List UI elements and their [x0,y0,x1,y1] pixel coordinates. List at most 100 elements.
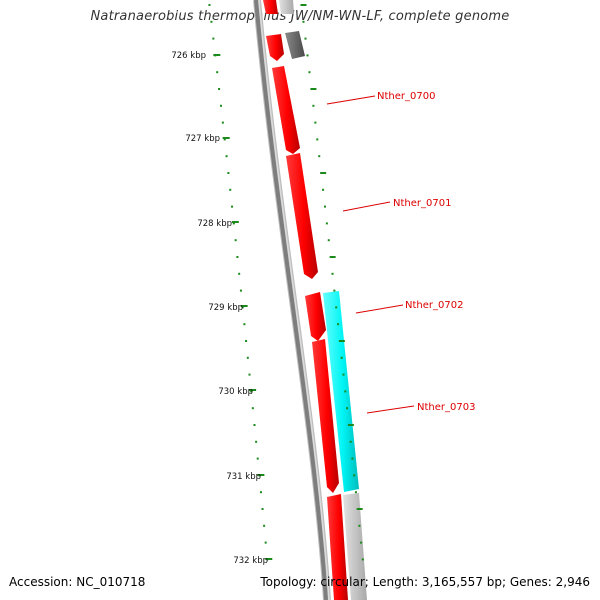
gene-arrow-minus-bottom[interactable] [327,494,348,600]
outer-track-dot [320,172,327,174]
ruler-major-tick [257,474,265,476]
ruler-label-729: 729 kbp [208,303,243,313]
ruler-dot [234,239,237,242]
ruler-dot [243,323,246,326]
outer-track-dot [338,340,345,342]
gene-arrow-minus-small[interactable] [266,34,284,61]
outer-track-dot [327,239,330,242]
outer-track-dot [337,323,340,326]
ruler-dot [255,440,258,443]
gene-label-nther-0700[interactable]: Nther_0700 [377,91,435,102]
gene-label-nther-0703[interactable]: Nther_0703 [417,402,475,413]
ruler-dot [212,37,215,40]
feature-gray-top[interactable] [279,0,294,14]
outer-track-dot [342,373,345,376]
accession-text: Accession: NC_010718 [9,575,146,589]
outer-track-dot [316,138,319,141]
ruler-label-730: 730 kbp [218,387,253,397]
ruler-dot [250,390,253,393]
ruler-dot [229,188,232,191]
outer-track-dot [349,440,352,443]
ruler-label-727: 727 kbp [185,134,220,144]
ruler-dot [227,172,230,174]
outer-track-dot [361,558,364,561]
outer-track-dot [304,37,307,40]
gene-arrow-minus-lower[interactable] [312,339,339,493]
ruler-dot [239,289,242,292]
genome-title: Natranaerobius thermophilus JW/NM-WN-LF,… [90,9,510,24]
ruler-dot [208,4,211,6]
ruler-dot [261,508,264,510]
outer-track-dot [314,121,317,124]
outer-track-dot [356,508,363,510]
gene-labels: Nther_0700 Nther_0701 Nther_0702 Nther_0… [326,91,475,414]
ruler-dot [231,205,234,208]
ruler-dot [246,356,249,359]
ruler-dot [241,306,244,309]
outer-track-dot [300,4,307,6]
ruler-dot [236,256,239,258]
ruler-labels: 726 kbp 727 kbp 728 kbp 729 kbp 730 kbp … [171,51,268,566]
outer-track-dot [340,356,343,359]
outer-track-dots [300,4,364,561]
ruler-dot [218,88,221,90]
ruler-label-731: 731 kbp [226,472,261,482]
ruler-dot [251,407,254,410]
gene-arrow-nther-0702[interactable] [305,292,326,341]
outer-track-dot [302,20,305,23]
ruler-major-tick [240,305,248,307]
genome-summary-text: Topology: circular; Length: 3,165,557 bp… [260,575,590,589]
gene-arrow-nther-0700[interactable] [272,66,300,154]
outer-track-dot [331,272,334,275]
genome-backbone [253,0,331,600]
gene-arrow-nther-0701[interactable] [286,153,318,279]
outer-track-dot [318,155,321,158]
ruler-major-tick [222,137,230,139]
outer-track-dot [312,104,315,107]
ruler-dot [219,104,222,107]
ruler-dot [221,121,224,124]
ruler-major-tick [231,221,239,223]
ruler-dot [264,541,267,544]
ruler-dot [256,457,259,460]
outer-track-dot [353,474,356,477]
outer-track-dot [308,71,311,74]
outer-track-dot [306,54,309,57]
ruler-dot [253,424,256,426]
ruler-dot [245,340,248,342]
ruler-major-tick [249,389,257,391]
ruler-label-728: 728 kbp [197,219,232,229]
ruler-dot [223,138,226,141]
plus-strand-features [279,0,367,600]
gene-label-nther-0701[interactable]: Nther_0701 [393,198,451,209]
gene-arrow-minus-top[interactable] [263,0,278,14]
outer-track-dot [335,306,338,309]
ruler-dot [248,373,251,376]
outer-track-dot [322,188,325,191]
ruler-label-732: 732 kbp [233,556,268,566]
minus-strand-features [263,0,348,600]
outer-track-dot [344,390,347,393]
ruler-dot [225,155,228,158]
outer-track-dot [360,541,363,544]
outer-track-dot [329,256,336,258]
outer-track-dot [325,222,328,225]
outer-track-dot [346,407,349,410]
ruler-dot [232,222,235,225]
outer-track-dot [354,491,357,494]
feature-dark-gray[interactable] [285,31,305,59]
ruler-major-ticks [213,54,273,560]
ruler-dot [263,524,266,527]
ruler-major-tick [213,54,221,56]
outer-track-dot [358,524,361,527]
gene-label-nther-0702[interactable]: Nther_0702 [405,300,463,311]
outer-track-dot [347,424,354,426]
ruler-label-726: 726 kbp [171,51,206,61]
ruler-dot [238,272,241,275]
outer-track-dot [310,88,317,90]
outer-track-dot [351,457,354,460]
feature-gray-bottom[interactable] [343,493,367,600]
ruler-dot [259,491,262,494]
